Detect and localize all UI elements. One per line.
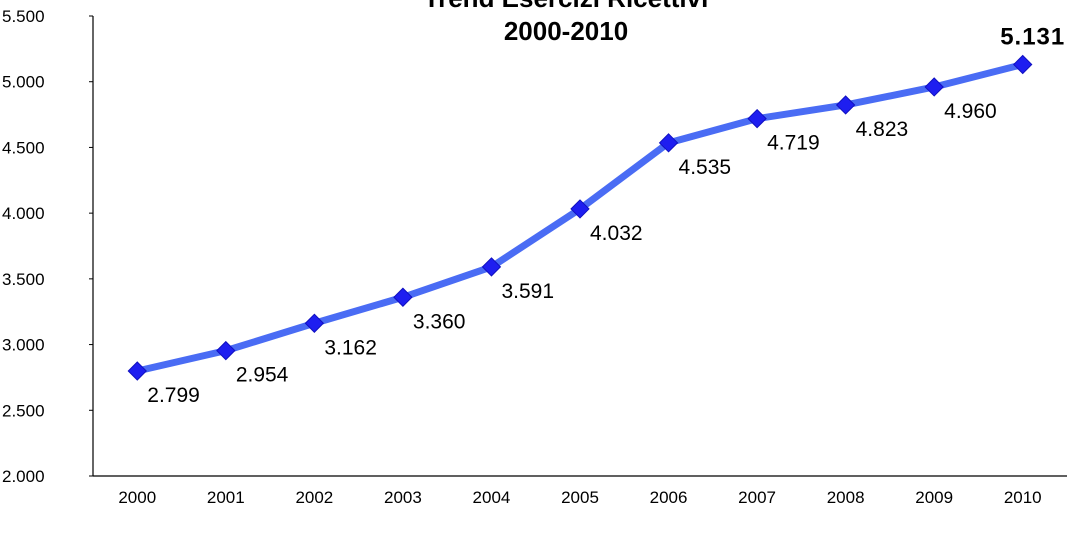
data-point-marker	[393, 287, 413, 307]
data-label: 5.131	[1000, 23, 1065, 50]
data-label: 2.954	[236, 364, 289, 387]
x-tick-label: 2006	[650, 488, 688, 507]
y-tick-label: 4.500	[2, 138, 45, 157]
data-label: 4.032	[590, 222, 643, 245]
data-label: 3.162	[324, 336, 377, 359]
data-label: 4.823	[856, 118, 909, 141]
x-tick-label: 2007	[738, 488, 776, 507]
y-tick-label: 5.000	[2, 73, 45, 92]
x-tick-label: 2001	[207, 488, 245, 507]
x-tick-label: 2000	[118, 488, 156, 507]
data-point-marker	[747, 108, 767, 129]
data-point-marker	[658, 133, 679, 153]
x-tick-label: 2005	[561, 488, 599, 507]
data-point-marker	[216, 340, 236, 361]
x-tick-label: 2008	[827, 488, 865, 507]
chart-title-line-2: 2000-2010	[504, 16, 628, 46]
y-tick-label: 3.500	[2, 270, 45, 289]
data-point-marker	[127, 361, 147, 381]
data-label: 3.360	[413, 310, 466, 333]
data-point-marker	[1013, 54, 1033, 75]
data-label: 4.719	[767, 132, 820, 155]
data-point-marker	[481, 257, 502, 277]
y-tick-label: 2.000	[2, 467, 45, 486]
data-label: 4.535	[679, 156, 732, 179]
y-tick-label: 2.500	[2, 401, 45, 420]
chart-title-line-1: Trend Esercizi Ricettivi	[424, 0, 709, 13]
x-tick-label: 2003	[384, 488, 422, 507]
data-point-marker	[835, 95, 856, 115]
x-tick-label: 2004	[473, 488, 511, 507]
x-tick-label: 2010	[1004, 488, 1042, 507]
y-tick-label: 3.000	[2, 336, 45, 355]
data-label: 2.799	[147, 384, 200, 407]
data-label: 4.960	[944, 100, 997, 123]
y-tick-label: 5.500	[2, 7, 45, 26]
data-point-marker	[570, 199, 590, 219]
data-label: 3.591	[501, 280, 554, 303]
y-tick-label: 4.000	[2, 204, 45, 223]
data-point-marker	[304, 313, 325, 333]
data-point-marker	[924, 77, 944, 97]
x-tick-label: 2009	[915, 488, 953, 507]
x-tick-label: 2002	[295, 488, 333, 507]
